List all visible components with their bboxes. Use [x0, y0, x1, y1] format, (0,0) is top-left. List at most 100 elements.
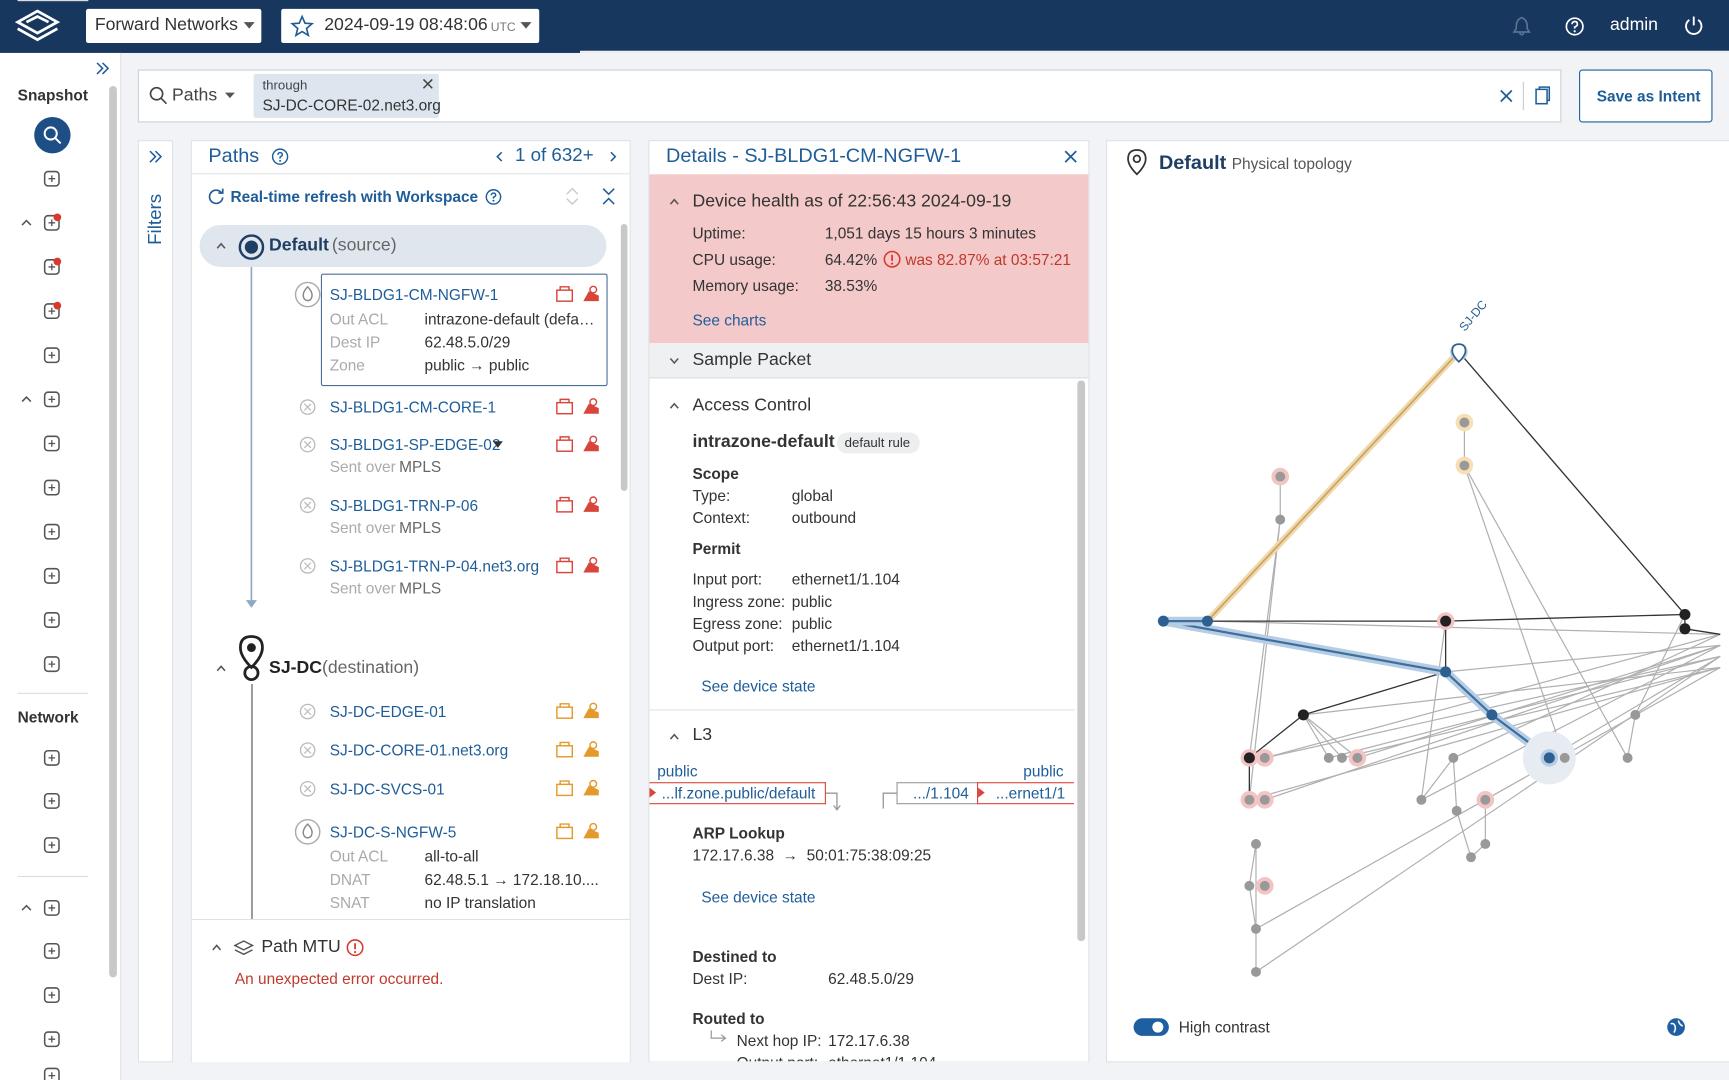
topology-node[interactable] — [1337, 752, 1347, 763]
topology-node[interactable] — [1244, 880, 1255, 891]
nav-icon[interactable] — [43, 836, 61, 854]
expand-filters[interactable] — [149, 150, 163, 163]
nav-icon[interactable] — [43, 257, 62, 276]
clear-search[interactable] — [1500, 89, 1513, 103]
topology-node[interactable] — [1480, 838, 1491, 849]
topology-node[interactable] — [1486, 709, 1498, 721]
topology-node[interactable] — [1275, 471, 1286, 482]
topology-node[interactable] — [1440, 615, 1452, 627]
collapse-all[interactable] — [602, 188, 615, 206]
topology-node[interactable] — [1543, 752, 1555, 764]
topology-node[interactable] — [1679, 623, 1691, 635]
hop-name[interactable]: SJ-BLDG1-CM-NGFW-1 — [329, 285, 499, 304]
ac-collapse[interactable] — [669, 402, 679, 410]
save-intent-button[interactable] — [1579, 69, 1713, 123]
collapse-sidebar[interactable] — [96, 62, 110, 75]
hop-name[interactable]: SJ-BLDG1-TRN-P-04.net3.org — [329, 557, 540, 575]
topology-node[interactable] — [1251, 923, 1261, 934]
search-mode[interactable]: Paths — [172, 86, 218, 105]
paths-help[interactable] — [271, 148, 289, 166]
see-device-state[interactable]: See device state — [701, 677, 816, 696]
hop-name[interactable]: SJ-DC-S-NGFW-5 — [329, 822, 457, 841]
filters-label[interactable]: Filters — [144, 193, 166, 245]
filter-chip[interactable] — [253, 73, 439, 119]
hop-name[interactable]: SJ-BLDG1-SP-EDGE-02 — [329, 435, 501, 454]
nav-icon[interactable] — [43, 523, 61, 541]
topology-node[interactable] — [1416, 794, 1427, 805]
topology-node[interactable] — [1259, 752, 1270, 763]
power-icon[interactable] — [1684, 15, 1704, 36]
bell-icon[interactable] — [1512, 16, 1531, 37]
nav-icon[interactable] — [43, 391, 61, 409]
chip-remove[interactable] — [422, 78, 433, 89]
nav-icon[interactable] — [43, 986, 61, 1004]
hop-name[interactable]: SJ-DC-CORE-01.net3.org — [329, 741, 509, 760]
help-icon[interactable] — [1565, 17, 1585, 37]
nav-icon[interactable] — [43, 1067, 61, 1080]
hop-name[interactable]: SJ-BLDG1-CM-CORE-1 — [329, 398, 497, 416]
next-path[interactable] — [610, 151, 617, 162]
nav-icon[interactable] — [43, 942, 61, 960]
prev-path[interactable] — [496, 151, 503, 162]
hop-name[interactable]: SJ-DC-EDGE-01 — [329, 702, 447, 721]
org-select[interactable] — [86, 8, 262, 44]
nav-group-toggle[interactable] — [21, 219, 32, 227]
nav-icon[interactable] — [43, 655, 61, 673]
nav-icon[interactable] — [43, 213, 62, 232]
copy-icon[interactable] — [1535, 86, 1551, 105]
topology-node[interactable] — [1440, 666, 1452, 678]
see-device-state[interactable]: See device state — [701, 888, 816, 906]
see-charts[interactable]: See charts — [692, 311, 767, 329]
topology-node[interactable] — [1323, 752, 1334, 763]
nav-icon[interactable] — [43, 301, 62, 320]
topology-node[interactable] — [1259, 880, 1270, 891]
nav-icon[interactable] — [43, 749, 61, 767]
topology-node[interactable] — [1297, 709, 1309, 721]
topology-node[interactable] — [1679, 608, 1691, 620]
topology-node[interactable] — [1459, 460, 1470, 471]
nav-icon[interactable] — [43, 567, 61, 585]
dest-collapse[interactable] — [216, 665, 226, 672]
topology-node[interactable] — [1466, 852, 1476, 863]
nav-icon[interactable] — [43, 170, 61, 188]
mtu-collapse[interactable] — [212, 944, 222, 951]
snapshot-select[interactable] — [281, 8, 540, 44]
l3-collapse[interactable] — [669, 733, 679, 741]
nav-icon[interactable] — [43, 346, 61, 364]
topology-node[interactable] — [1275, 514, 1286, 525]
user-name[interactable]: admin — [1609, 15, 1658, 35]
topology-node[interactable] — [1480, 794, 1491, 805]
refresh-icon[interactable] — [207, 188, 225, 206]
topology-node[interactable] — [1451, 805, 1462, 816]
nav-icon[interactable] — [43, 899, 61, 917]
refresh-help[interactable] — [485, 189, 502, 206]
close-details[interactable] — [1064, 150, 1077, 163]
topology-node[interactable] — [1157, 615, 1169, 627]
topology-node[interactable] — [1243, 752, 1255, 764]
topology-node[interactable] — [1459, 417, 1470, 428]
save-intent-label[interactable]: Save as Intent — [1596, 87, 1701, 105]
nav-icon[interactable] — [43, 611, 61, 629]
refresh-label[interactable]: Real-time refresh with Workspace — [230, 187, 479, 206]
source-collapse[interactable] — [216, 242, 226, 250]
nav-icon[interactable] — [43, 435, 61, 453]
health-collapse[interactable] — [669, 198, 679, 206]
nav-active[interactable] — [34, 116, 71, 154]
topology-node[interactable] — [1352, 752, 1363, 763]
sample-packet-bar[interactable] — [649, 343, 1089, 379]
topology-node[interactable] — [1251, 966, 1261, 977]
nav-icon[interactable] — [43, 479, 61, 497]
globe-icon[interactable] — [1666, 1017, 1686, 1037]
nav-group-toggle[interactable] — [21, 904, 32, 912]
hop-name[interactable]: SJ-BLDG1-TRN-P-06 — [329, 496, 479, 515]
topology-node[interactable] — [1259, 794, 1270, 805]
contrast-toggle[interactable] — [1133, 1018, 1169, 1036]
topology-node[interactable] — [1622, 752, 1633, 763]
hop-menu[interactable] — [492, 441, 503, 448]
nav-group-toggle[interactable] — [21, 396, 32, 403]
topology-node[interactable] — [1448, 752, 1459, 763]
nav-icon[interactable] — [43, 1030, 61, 1048]
topology-node[interactable] — [1251, 838, 1261, 849]
topology-node[interactable] — [1244, 794, 1255, 805]
hop-name[interactable]: SJ-DC-SVCS-01 — [329, 779, 445, 798]
